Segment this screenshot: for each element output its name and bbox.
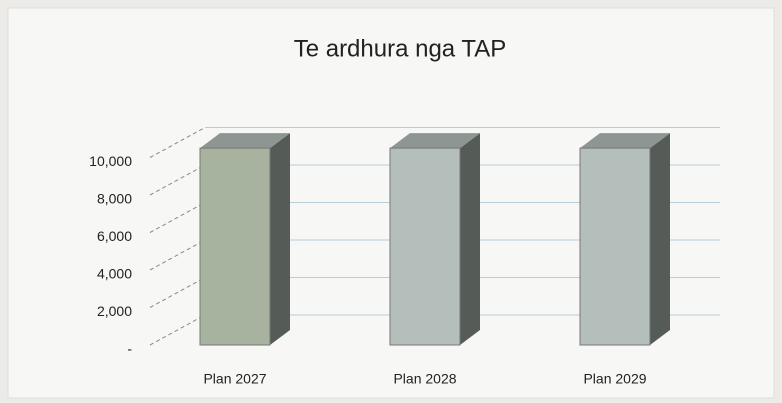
grid-diagonal (149, 164, 206, 196)
bar (389, 147, 461, 346)
x-tick-label: Plan 2027 (203, 371, 266, 387)
y-tick-label: 4,000 (97, 266, 132, 282)
y-tick-label: 2,000 (97, 303, 132, 319)
bar (579, 147, 651, 346)
bar-side (270, 133, 290, 345)
grid-diagonal (149, 127, 206, 158)
y-tick-label: - (127, 341, 132, 357)
grid-diagonal (149, 314, 206, 346)
y-tick-label: 6,000 (97, 228, 132, 244)
bar-top (390, 133, 480, 149)
x-tick-label: Plan 2028 (393, 371, 456, 387)
y-tick-label: 8,000 (97, 191, 132, 207)
x-tick-label: Plan 2029 (583, 371, 646, 387)
grid-diagonal (149, 277, 206, 308)
bar-side (460, 133, 480, 345)
grid-diagonal (149, 202, 206, 233)
bar-side (650, 133, 670, 345)
chart-title: Te ardhura nga TAP (294, 35, 507, 62)
bar-top (200, 133, 290, 149)
bar-top (580, 133, 670, 149)
bar (199, 147, 271, 346)
y-tick-label: 10,000 (89, 153, 132, 169)
grid-diagonal (149, 239, 206, 271)
